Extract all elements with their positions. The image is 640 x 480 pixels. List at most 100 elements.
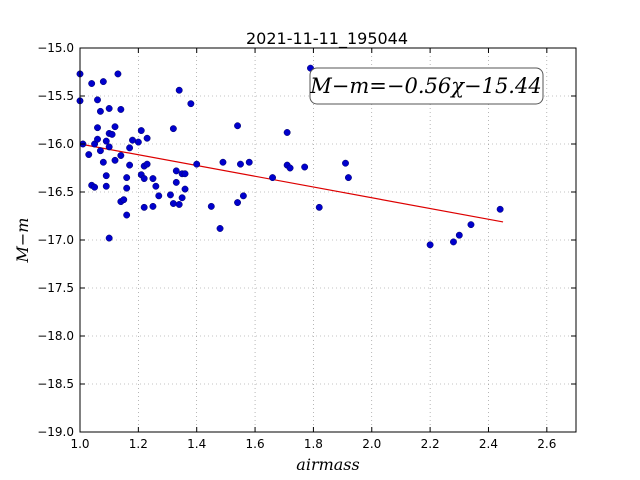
data-point [149,202,157,210]
data-point [149,175,157,183]
data-point [140,203,148,211]
data-point [94,124,101,132]
x-tick-label: 1.8 [304,437,323,451]
data-point [123,184,131,192]
data-point [219,158,227,166]
x-tick-label: 2.2 [421,437,440,451]
data-point [234,122,242,130]
x-tick-label: 1.6 [246,437,265,451]
y-tick-label: −16.0 [37,137,74,151]
data-point [175,86,183,94]
x-tick-label: 1.4 [187,437,206,451]
data-point [152,182,160,190]
data-point [450,238,457,246]
data-point [123,174,131,182]
data-point [169,200,177,207]
data-point [117,152,125,159]
data-point [172,167,180,175]
y-tick-label: −17.5 [37,281,74,295]
data-point [237,160,244,168]
x-tick-label: 1.0 [70,437,89,451]
data-point [181,170,189,178]
data-point [117,105,125,113]
data-point [286,164,294,172]
y-tick-label: −18.0 [37,329,74,343]
data-point [496,205,504,213]
fit-line [79,143,504,223]
data-point [178,194,186,202]
data-point [105,234,113,242]
data-point [467,221,475,229]
data-point [207,202,215,210]
data-point [455,231,463,239]
y-tick-label: −16.5 [37,185,74,199]
data-point [99,78,107,86]
fit-equation: M−m=−0.56χ−15.44 [309,74,541,98]
x-tick-labels: 1.0 1.2 1.4 1.6 1.8 2.0 2.2 2.4 2.6 [70,437,556,451]
x-tick-label: 2.4 [479,437,498,451]
data-point [143,134,151,142]
data-point [111,123,119,131]
data-point [143,160,151,168]
data-point [140,175,148,183]
data-point [99,158,107,166]
data-point [134,138,142,146]
data-point [102,172,110,180]
data-point [239,192,247,200]
fit-equation-box: M−m=−0.56χ−15.44 [309,67,544,105]
data-point [269,174,277,182]
y-tick-label: −15.0 [37,41,74,55]
x-tick-label: 1.2 [129,437,148,451]
data-point [91,183,99,191]
data-point [193,160,201,168]
data-point [301,163,309,171]
data-point [137,127,145,135]
data-point [120,196,128,204]
data-point [342,159,349,167]
data-point [105,105,113,112]
y-tick-label: −17.0 [37,233,74,247]
data-point [126,144,134,152]
data-point [102,137,110,145]
data-point [126,161,134,169]
y-axis-label: M−m [13,218,32,264]
y-tick-labels: −15.0 −15.5 −16.0 −16.5 −17.0 −17.5 −18.0 −18.5… [37,41,74,439]
data-point [94,96,101,104]
y-tick-label: −19.0 [37,425,74,439]
data-point [283,129,291,136]
data-point [344,174,352,182]
data-point [426,241,434,249]
y-tick-label: −15.5 [37,89,74,103]
data-point [234,199,242,207]
data-point [175,201,183,208]
data-point [169,125,177,133]
data-point [129,136,136,144]
data-point [114,70,122,78]
x-tick-label: 2.6 [537,437,556,451]
data-point [187,100,195,108]
data-point [315,203,323,211]
data-point [181,185,189,193]
x-tick-label: 2.0 [362,437,381,451]
data-point [96,107,104,115]
fit-line-layer [79,143,504,223]
x-axis-label: airmass [296,455,359,474]
data-point [102,182,110,190]
data-point [111,156,119,164]
fit-equation-frame [309,67,544,105]
data-point [172,178,180,186]
data-point [216,225,224,232]
data-points [76,64,504,249]
y-tick-label: −18.5 [37,377,74,391]
chart-title: 2021-11-11_195044 [246,29,408,49]
data-point [155,192,163,200]
data-point [94,135,101,143]
data-point [88,80,96,87]
data-point [245,158,253,166]
data-point [85,151,93,159]
data-point [123,211,131,219]
data-point [108,130,116,138]
data-point [96,147,104,155]
data-point [105,143,113,151]
